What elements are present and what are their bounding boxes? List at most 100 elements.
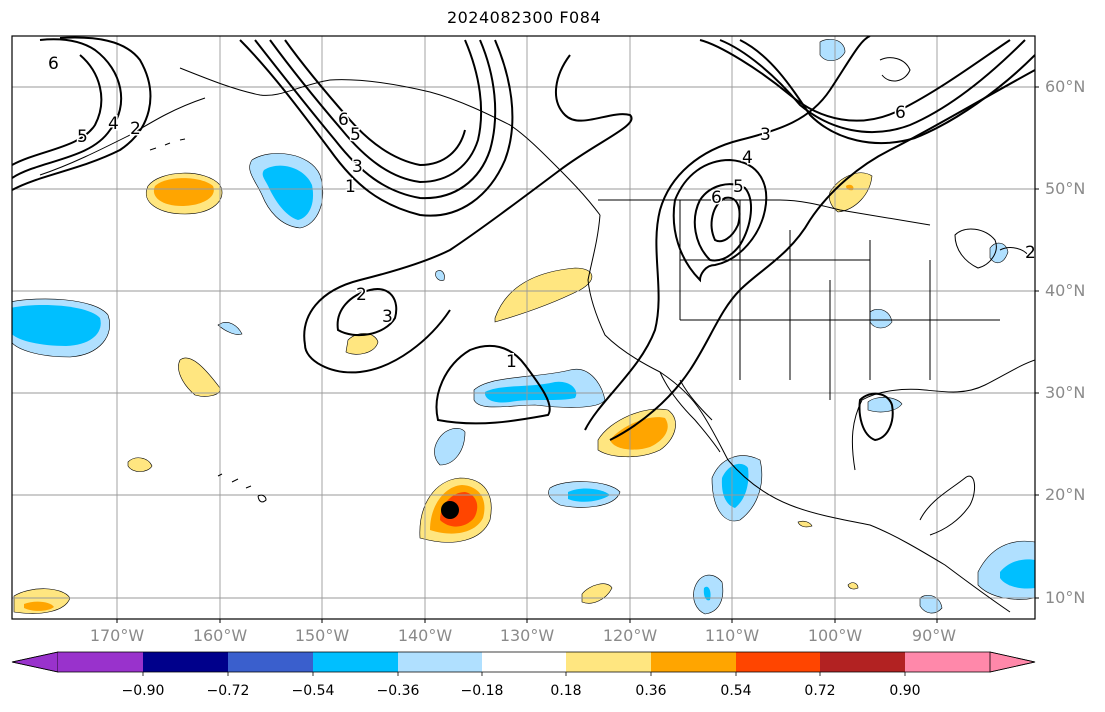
lon-label-90w: 90°W bbox=[911, 626, 957, 645]
us-west-coast bbox=[587, 214, 729, 461]
negative-anomaly bbox=[435, 270, 445, 281]
shading-layer bbox=[12, 39, 1035, 615]
lon-label-140w: 140°W bbox=[397, 626, 453, 645]
colorbar-segment bbox=[905, 652, 990, 672]
negative-anomaly bbox=[217, 322, 243, 335]
positive-anomaly bbox=[797, 520, 813, 528]
contour-label: 2 bbox=[356, 285, 367, 305]
lon-label-170w: 170°W bbox=[89, 626, 145, 645]
colorbar-tick-label: 0.54 bbox=[720, 683, 752, 699]
lon-label-130w: 130°W bbox=[499, 626, 555, 645]
negative-anomaly bbox=[919, 595, 943, 614]
colorbar-segment bbox=[143, 652, 228, 672]
positive-anomaly bbox=[178, 357, 221, 397]
contour-label: 1 bbox=[345, 177, 356, 197]
colorbar bbox=[11, 651, 1036, 676]
lon-label-150w: 150°W bbox=[294, 626, 350, 645]
positive-anomaly bbox=[847, 582, 859, 590]
alaska-coast bbox=[179, 67, 601, 216]
us-canada-border bbox=[598, 199, 931, 226]
colorbar-tick-label: −0.54 bbox=[291, 683, 335, 699]
contour-label: 6 bbox=[48, 54, 59, 74]
contour-label: 6 bbox=[338, 110, 349, 130]
storm-center-marker bbox=[441, 501, 459, 519]
colorbar-extend-low bbox=[11, 651, 59, 673]
negative-anomaly bbox=[1000, 559, 1035, 589]
lat-ticks bbox=[1035, 86, 1039, 599]
lat-label-30n: 30°N bbox=[1045, 383, 1086, 402]
negative-anomaly bbox=[262, 165, 314, 220]
colorbar-segment bbox=[566, 652, 651, 672]
contour-label: 1 bbox=[506, 352, 517, 372]
colorbar-segment bbox=[313, 652, 398, 672]
hudson-bay bbox=[879, 57, 911, 82]
negative-anomaly bbox=[12, 305, 101, 346]
negative-anomaly bbox=[434, 427, 466, 466]
colorbar-tick-label: 0.18 bbox=[550, 683, 582, 699]
contour-low-inner bbox=[336, 288, 398, 337]
colorbar-segment bbox=[736, 652, 820, 672]
lat-label-50n: 50°N bbox=[1045, 179, 1086, 198]
colorbar-tick-label: −0.90 bbox=[121, 683, 165, 699]
map-title: 2024082300 F084 bbox=[446, 8, 602, 27]
colorbar-segment bbox=[58, 652, 143, 672]
contour-label: 2 bbox=[130, 119, 141, 139]
colorbar-tick-label: 0.36 bbox=[635, 683, 667, 699]
positive-anomaly bbox=[345, 333, 379, 355]
map-border bbox=[11, 35, 1036, 620]
positive-anomaly bbox=[610, 417, 668, 450]
mexico-coast bbox=[727, 459, 1011, 613]
lon-label-160w: 160°W bbox=[192, 626, 248, 645]
contour-ring bbox=[304, 309, 451, 374]
negative-anomaly bbox=[819, 39, 846, 61]
colorbar-segment bbox=[228, 652, 313, 672]
lat-label-60n: 60°N bbox=[1045, 77, 1086, 96]
contour-label: 2 bbox=[1025, 243, 1036, 263]
lon-ticks bbox=[116, 619, 938, 623]
contour-label: 4 bbox=[742, 148, 753, 168]
colorbar-segment bbox=[398, 652, 482, 672]
aleutians bbox=[39, 97, 206, 176]
lat-label-40n: 40°N bbox=[1045, 281, 1086, 300]
negative-anomaly bbox=[703, 586, 711, 601]
positive-anomaly bbox=[127, 457, 153, 472]
colorbar-tick-label: −0.72 bbox=[206, 683, 250, 699]
colorbar-extend-high bbox=[989, 651, 1036, 673]
contour-labels: 6 5 4 2 6 5 1 3 2 3 1 6 5 3 4 6 2 bbox=[47, 53, 1036, 374]
contour-label: 6 bbox=[895, 103, 906, 123]
graticule bbox=[12, 36, 1035, 619]
map-background bbox=[12, 36, 1035, 619]
great-lakes bbox=[954, 228, 1031, 269]
lat-label-20n: 20°N bbox=[1045, 485, 1086, 504]
lon-label-120w: 120°W bbox=[602, 626, 658, 645]
colorbar-tick-label: −0.18 bbox=[460, 683, 504, 699]
negative-anomaly bbox=[484, 381, 577, 403]
baja-coast bbox=[659, 371, 721, 453]
colorbar-segment bbox=[820, 652, 905, 672]
positive-anomaly bbox=[24, 601, 54, 611]
contour-subtropical bbox=[435, 344, 551, 425]
contour-label: 6 bbox=[711, 188, 722, 208]
colorbar-segment bbox=[482, 652, 566, 672]
lat-label-10n: 10°N bbox=[1045, 588, 1086, 607]
contour-label: 3 bbox=[352, 157, 363, 177]
contour-low bbox=[303, 54, 633, 346]
contour-label: 5 bbox=[77, 127, 88, 147]
negative-anomaly bbox=[869, 309, 893, 329]
positive-anomaly bbox=[494, 267, 593, 323]
positive-anomaly bbox=[153, 178, 214, 206]
colorbar-tick-label: −0.36 bbox=[376, 683, 420, 699]
contour-lines bbox=[12, 36, 1035, 442]
coastlines bbox=[39, 57, 1035, 613]
negative-anomaly bbox=[867, 397, 903, 413]
contour-label: 3 bbox=[382, 307, 393, 327]
colorbar-tick-label: 0.90 bbox=[889, 683, 921, 699]
lon-label-110w: 110°W bbox=[704, 626, 760, 645]
contour-label: 5 bbox=[733, 177, 744, 197]
colorbar-tick-label: 0.72 bbox=[804, 683, 836, 699]
contour-label: 4 bbox=[108, 114, 119, 134]
lon-label-100w: 100°W bbox=[807, 626, 863, 645]
contour-label: 3 bbox=[760, 125, 771, 145]
yucatan bbox=[919, 475, 976, 536]
